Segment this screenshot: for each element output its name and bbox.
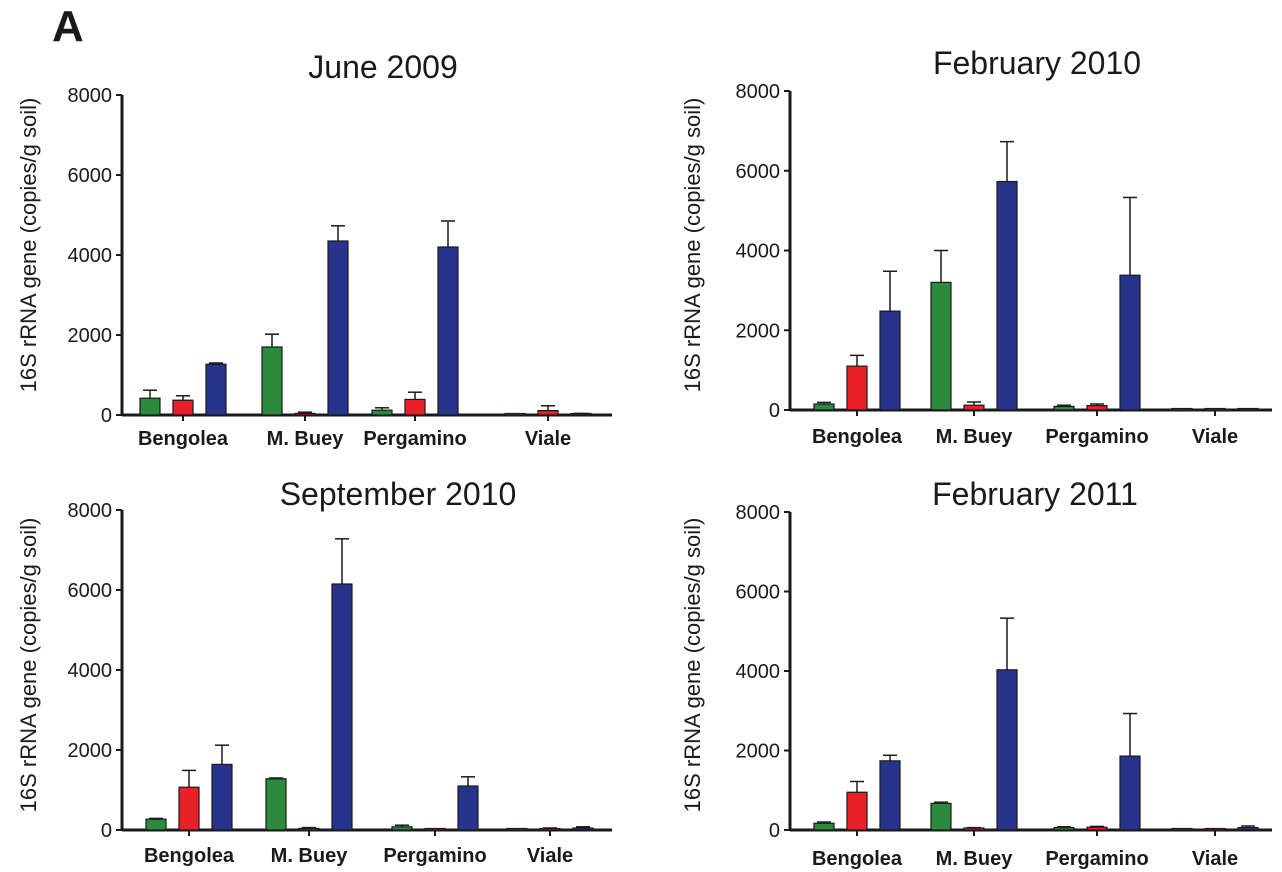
- bar: [846, 365, 868, 411]
- y-tick-label: 0: [101, 820, 112, 842]
- bar: [813, 403, 835, 411]
- bar: [424, 827, 446, 831]
- bar: [846, 791, 868, 831]
- bar: [963, 827, 985, 831]
- bar: [537, 410, 559, 416]
- y-tick-label: 2000: [736, 320, 781, 342]
- bar: [1237, 827, 1259, 831]
- bar: [572, 827, 594, 831]
- bar: [1053, 827, 1075, 831]
- bar: [261, 346, 283, 416]
- bar: [391, 826, 413, 831]
- chart-title: February 2011: [932, 476, 1138, 512]
- x-category-label: Bengolea: [144, 845, 235, 867]
- bar: [211, 763, 233, 831]
- y-tick-label: 4000: [736, 661, 781, 683]
- bar: [996, 669, 1018, 831]
- bar: [1119, 274, 1141, 411]
- bar: [371, 409, 393, 416]
- chart-panel: February 2011 16S rRNA gene (copies/g soi…: [680, 476, 1272, 870]
- x-category-label: M. Buey: [936, 426, 1014, 448]
- bar: [172, 399, 194, 416]
- bar: [178, 786, 200, 831]
- chart-title: June 2009: [308, 49, 457, 85]
- bar: [1204, 827, 1226, 831]
- y-tick-label: 4000: [68, 245, 113, 267]
- x-category-label: Pergamino: [383, 845, 486, 867]
- bar: [1171, 827, 1193, 831]
- y-tick-label: 8000: [68, 85, 113, 107]
- bar: [504, 412, 526, 416]
- y-tick-label: 2000: [736, 741, 781, 763]
- x-category-label: Viale: [525, 428, 571, 450]
- bar: [963, 404, 985, 411]
- y-tick-label: 8000: [736, 81, 781, 103]
- x-category-label: Bengolea: [812, 426, 903, 448]
- x-category-label: Bengolea: [138, 428, 229, 450]
- y-tick-label: 6000: [68, 165, 113, 187]
- x-category-label: M. Buey: [936, 848, 1014, 870]
- x-category-label: M. Buey: [267, 428, 345, 450]
- x-category-label: Pergamino: [363, 428, 466, 450]
- bar: [331, 583, 353, 831]
- bar: [298, 827, 320, 831]
- x-category-label: Viale: [1192, 848, 1238, 870]
- bar: [205, 363, 227, 416]
- y-axis-label: 16S rRNA gene (copies/g soil): [16, 518, 41, 813]
- x-category-label: M. Buey: [271, 845, 349, 867]
- bar: [294, 412, 316, 416]
- y-axis-label: 16S rRNA gene (copies/g soil): [680, 98, 705, 393]
- x-category-label: Pergamino: [1045, 426, 1148, 448]
- figure-panel-label: A: [52, 2, 84, 51]
- y-tick-label: 2000: [68, 740, 113, 762]
- y-tick-label: 0: [769, 820, 780, 842]
- bar: [1204, 407, 1226, 411]
- bar: [1086, 405, 1108, 411]
- bar: [570, 412, 592, 416]
- x-category-label: Viale: [527, 845, 573, 867]
- bar: [506, 827, 528, 831]
- chart-title: September 2010: [280, 476, 517, 512]
- y-axis-label: 16S rRNA gene (copies/g soil): [680, 518, 705, 813]
- x-category-label: Viale: [1192, 426, 1238, 448]
- bar: [1119, 755, 1141, 831]
- y-tick-label: 8000: [736, 502, 781, 524]
- bar: [930, 281, 952, 411]
- bar: [1171, 407, 1193, 411]
- y-axis-label: 16S rRNA gene (copies/g soil): [16, 98, 41, 393]
- x-category-label: Pergamino: [1045, 848, 1148, 870]
- chart-panel: September 2010 16S rRNA gene (copies/g so…: [16, 476, 612, 867]
- y-tick-label: 6000: [736, 582, 781, 604]
- bar: [813, 822, 835, 831]
- y-tick-label: 4000: [68, 660, 113, 682]
- y-tick-label: 0: [101, 405, 112, 427]
- bar: [996, 180, 1018, 411]
- bar: [1053, 405, 1075, 411]
- bar: [1086, 826, 1108, 831]
- bar: [437, 246, 459, 416]
- bar: [265, 778, 287, 831]
- bar: [404, 398, 426, 416]
- bar: [327, 240, 349, 416]
- chart-title: February 2010: [933, 45, 1141, 81]
- x-category-label: Bengolea: [812, 848, 903, 870]
- bar: [930, 802, 952, 831]
- chart-panel: June 2009 16S rRNA gene (copies/g soil) 0 2…: [16, 49, 612, 450]
- y-tick-label: 0: [769, 400, 780, 422]
- bar: [539, 827, 561, 831]
- bar: [1237, 407, 1259, 411]
- bar: [879, 760, 901, 831]
- y-tick-label: 8000: [68, 500, 113, 522]
- y-tick-label: 6000: [736, 161, 781, 183]
- bar: [139, 397, 161, 416]
- y-tick-label: 4000: [736, 241, 781, 263]
- bar: [879, 310, 901, 411]
- bar: [145, 818, 167, 831]
- chart-panel: February 2010 16S rRNA gene (copies/g soi…: [680, 45, 1272, 448]
- y-tick-label: 6000: [68, 580, 113, 602]
- y-tick-label: 2000: [68, 325, 113, 347]
- bar: [457, 785, 479, 831]
